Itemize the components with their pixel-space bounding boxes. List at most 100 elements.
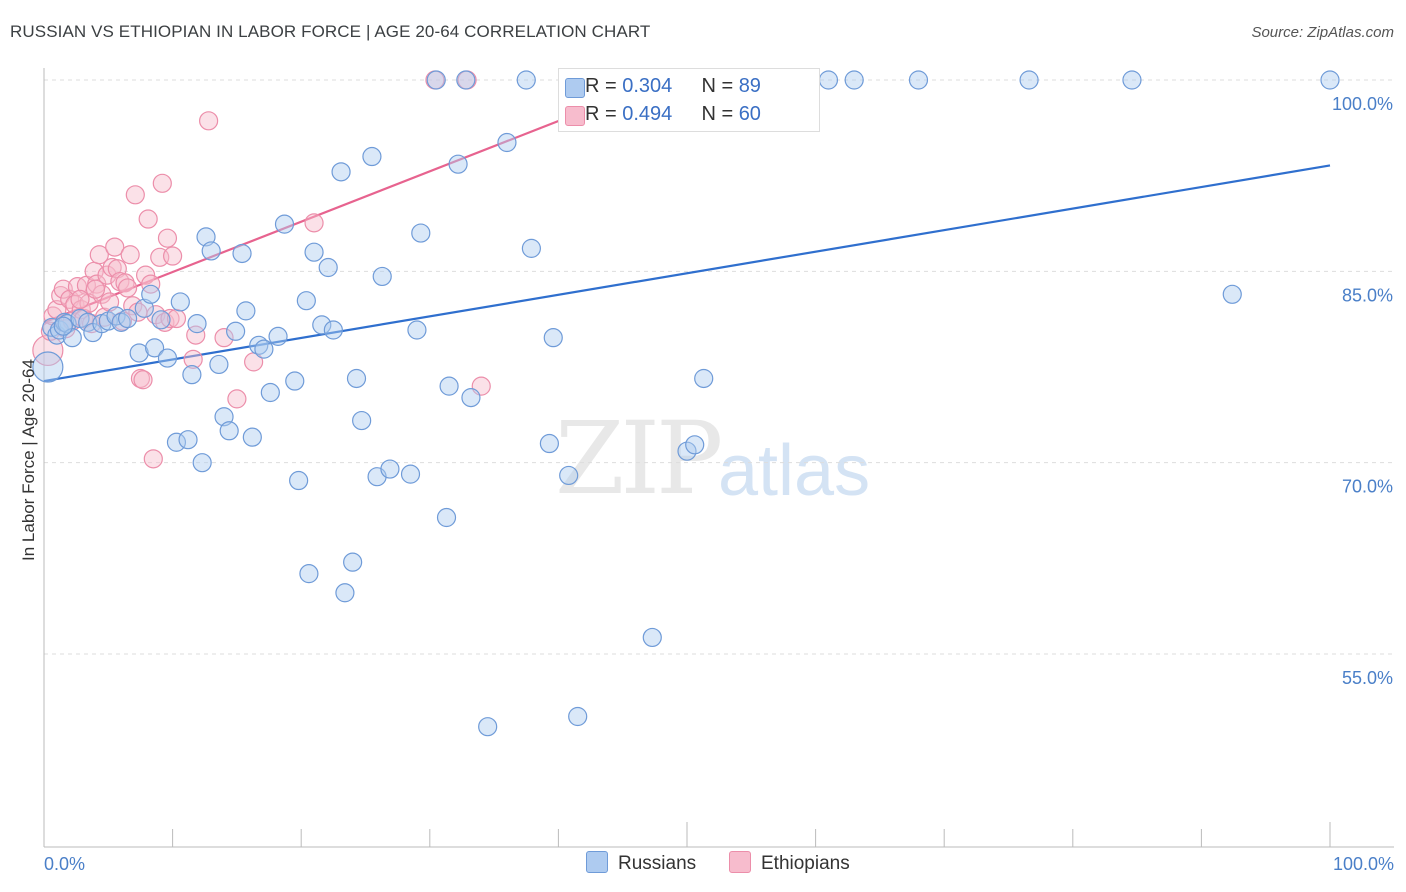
- russian-point: [1222, 284, 1242, 304]
- russian-point: [318, 257, 338, 278]
- legend-n-label: N =: [701, 75, 739, 97]
- russian-point: [312, 315, 332, 335]
- russian-point: [254, 339, 274, 359]
- ethiopian-point: [199, 111, 219, 131]
- russian-point: [151, 310, 171, 330]
- bottom-legend-label: Russians: [618, 853, 697, 874]
- russian-point: [236, 301, 256, 321]
- ethiopian-point: [141, 274, 161, 294]
- russian-point: [539, 433, 559, 454]
- ethiopian-point: [157, 228, 178, 248]
- russian-point: [53, 316, 73, 336]
- ethiopian-point: [89, 245, 109, 265]
- russian-point: [411, 223, 431, 243]
- russian-point: [343, 552, 363, 572]
- ethiopian-point: [135, 265, 156, 285]
- legend-n-label: N =: [701, 103, 739, 125]
- russians-trend-line: [43, 164, 1331, 383]
- russian-point: [461, 388, 481, 408]
- russian-point: [478, 717, 498, 737]
- russian-point: [296, 291, 316, 311]
- russian-point: [818, 70, 839, 90]
- russian-point: [521, 238, 541, 258]
- x-tick-label: 0.0%: [44, 854, 85, 874]
- ethiopian-point: [138, 209, 158, 229]
- russian-point: [274, 214, 295, 234]
- russian-point: [141, 284, 161, 304]
- ethiopian-point: [304, 213, 324, 233]
- bottom-legend-russians: Russians: [586, 851, 696, 875]
- ethiopians-swatch: [729, 851, 751, 873]
- russian-point: [439, 376, 459, 396]
- russian-point: [157, 348, 178, 368]
- russian-point: [1320, 70, 1340, 90]
- data-points: [32, 70, 1340, 737]
- ethiopian-point: [112, 311, 133, 331]
- russian-point: [642, 627, 662, 648]
- russian-point: [516, 70, 536, 90]
- russian-point: [844, 70, 864, 90]
- source-credit: Source: ZipAtlas.com: [1251, 24, 1394, 41]
- trend-lines: [43, 115, 1331, 383]
- ethiopian-point: [99, 292, 120, 312]
- ethiopian-point: [143, 449, 163, 469]
- russian-point: [400, 464, 421, 484]
- watermark-zip: ZIP: [555, 400, 723, 517]
- russian-point: [166, 432, 187, 452]
- ethiopian-point: [85, 279, 106, 299]
- y-tick-label: 100.0%: [1332, 94, 1393, 114]
- y-tick-label: 85.0%: [1342, 285, 1393, 305]
- ethiopian-point: [92, 284, 112, 304]
- ethiopian-point: [120, 245, 140, 265]
- russian-point: [201, 241, 221, 261]
- ethiopian-point: [117, 278, 138, 298]
- russian-point: [543, 328, 563, 348]
- russian-point: [407, 320, 427, 340]
- russian-point: [380, 459, 400, 479]
- bottom-legend-ethiopians: Ethiopians: [729, 851, 850, 875]
- legend-r-label: R =: [585, 75, 623, 97]
- russian-point: [232, 243, 252, 264]
- ethiopian-point: [183, 349, 203, 369]
- russian-point: [323, 320, 343, 340]
- russian-point: [170, 292, 190, 312]
- russian-point: [304, 242, 324, 262]
- russian-point: [908, 70, 929, 90]
- russian-point: [192, 453, 212, 473]
- russian-point: [178, 430, 198, 450]
- ethiopian-point: [163, 246, 183, 266]
- russian-point: [352, 410, 372, 431]
- ethiopian-point: [133, 370, 153, 390]
- russian-point: [268, 326, 288, 346]
- russian-point: [260, 382, 280, 403]
- legend-r-value: 0.494: [622, 103, 673, 125]
- y-tick-label: 55.0%: [1342, 668, 1393, 688]
- russian-point: [117, 308, 138, 329]
- bottom-legend-label: Ethiopians: [761, 853, 850, 874]
- russian-point: [436, 507, 457, 528]
- russian-point: [677, 441, 697, 461]
- russian-point: [685, 435, 705, 455]
- russian-point: [426, 70, 446, 90]
- legend-n-value: 89: [738, 75, 761, 97]
- chart-title: RUSSIAN VS ETHIOPIAN IN LABOR FORCE | AG…: [10, 22, 651, 41]
- russian-point: [78, 312, 98, 332]
- ethiopian-point: [105, 237, 125, 257]
- russian-point: [289, 470, 309, 491]
- legend-r-label: R =: [585, 103, 623, 125]
- ethiopian-point: [227, 389, 247, 409]
- russian-point: [299, 564, 319, 584]
- russian-point: [335, 583, 355, 603]
- russian-point: [372, 266, 392, 287]
- russian-point: [144, 338, 165, 358]
- russian-point: [242, 427, 262, 447]
- ethiopian-point: [214, 328, 234, 348]
- russian-point: [497, 132, 517, 153]
- russian-point: [568, 706, 588, 727]
- ethiopian-point: [125, 185, 145, 205]
- legend-row-russians: R = 0.304 N = 89: [565, 75, 761, 103]
- y-axis-title: In Labor Force | Age 20-64: [19, 359, 38, 561]
- russian-point: [219, 421, 239, 441]
- x-tick-label: 100.0%: [1333, 854, 1394, 874]
